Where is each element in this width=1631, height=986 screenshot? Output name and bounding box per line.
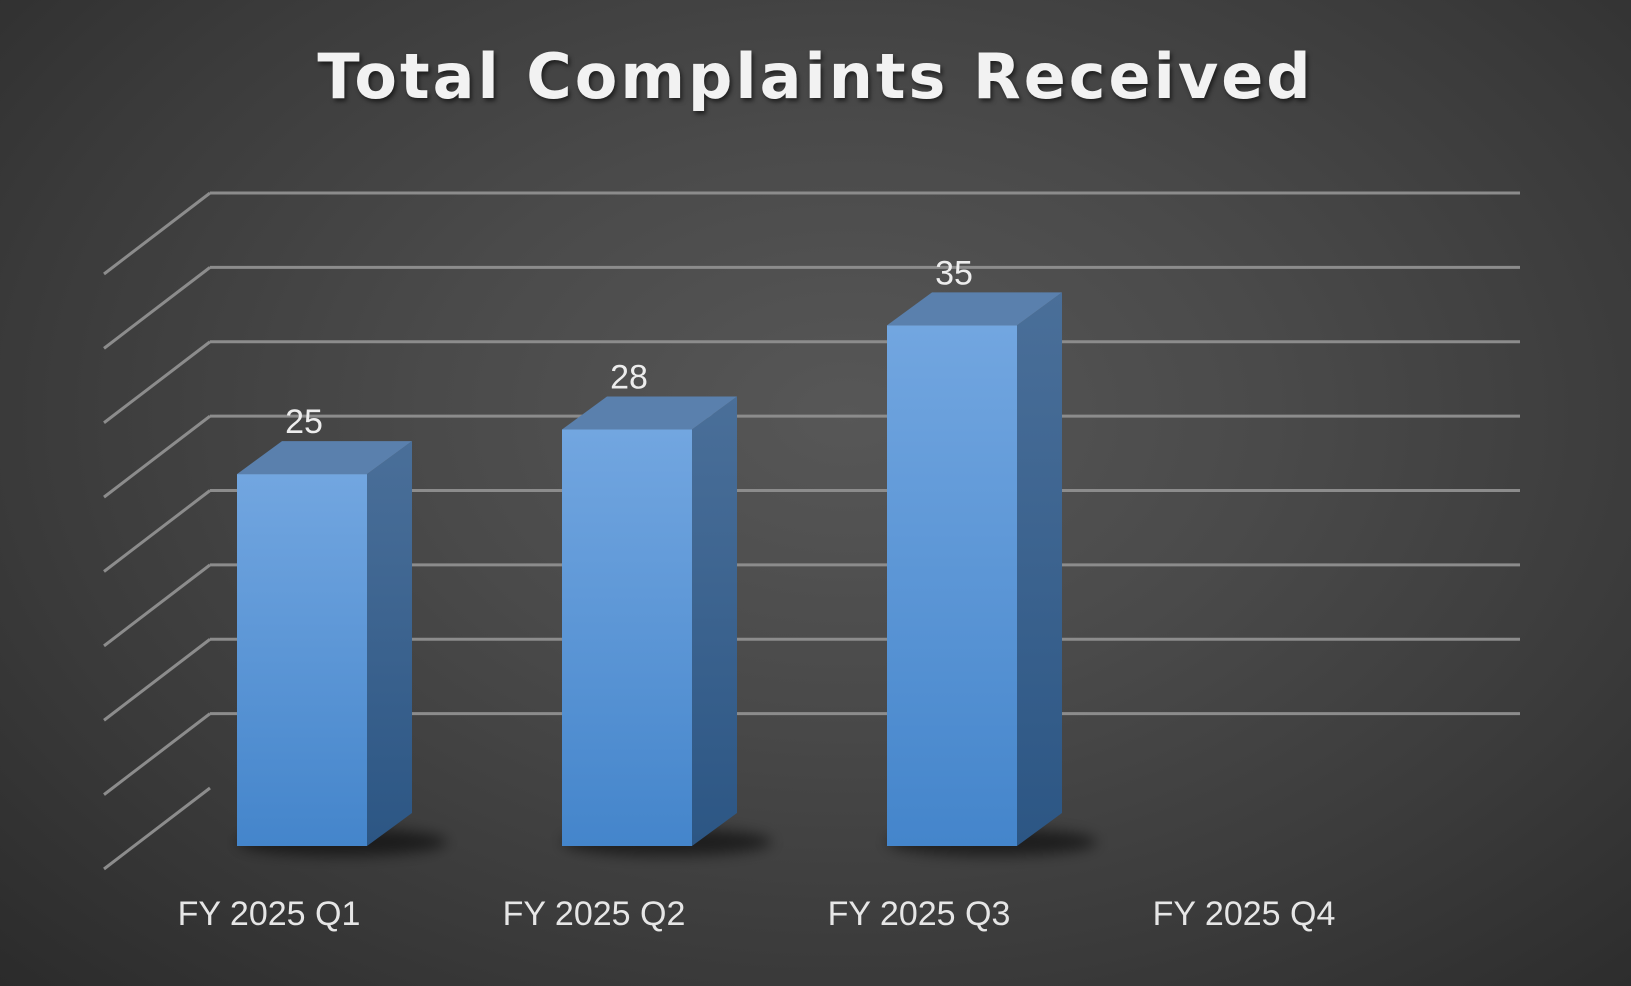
bar-side-face — [367, 441, 412, 846]
bars — [237, 292, 1097, 856]
x-axis-tick-labels: FY 2025 Q1 FY 2025 Q2 FY 2025 Q3 FY 2025 Q4 — [178, 895, 1336, 933]
gridline-side-10 — [103, 638, 211, 722]
bar-2 — [562, 396, 772, 856]
data-label-3: 35 — [935, 254, 973, 292]
bar-top-face — [887, 292, 1062, 326]
gridline-side-25 — [103, 414, 211, 499]
data-labels: 25 28 35 — [285, 254, 973, 441]
x-tick-label-2: FY 2025 Q2 — [503, 895, 686, 933]
gridline-side-0 — [103, 786, 211, 871]
data-label-1: 25 — [285, 403, 323, 441]
x-tick-label-3: FY 2025 Q3 — [828, 895, 1011, 933]
bar-1 — [237, 441, 447, 856]
bar-side-face — [1017, 292, 1062, 846]
gridline-side-40 — [103, 191, 211, 276]
gridline-side-20 — [103, 489, 211, 573]
bar-front-face — [237, 474, 367, 846]
chart-title: Total Complaints Received — [317, 40, 1314, 113]
bar-3 — [887, 292, 1097, 856]
x-tick-label-1: FY 2025 Q1 — [178, 895, 361, 933]
bar-side-face — [692, 396, 737, 846]
data-label-2: 28 — [610, 359, 648, 397]
gridline-side-5 — [103, 712, 211, 796]
gridline-side-30 — [103, 340, 211, 424]
bar-top-face — [237, 441, 412, 475]
x-tick-label-4: FY 2025 Q4 — [1153, 895, 1336, 933]
bar-top-face — [562, 396, 737, 430]
bar-front-face — [562, 429, 692, 846]
bar-front-face — [887, 325, 1017, 846]
gridlines — [103, 191, 1520, 871]
gridline-side-35 — [103, 266, 211, 350]
gridline-side-15 — [103, 563, 211, 648]
